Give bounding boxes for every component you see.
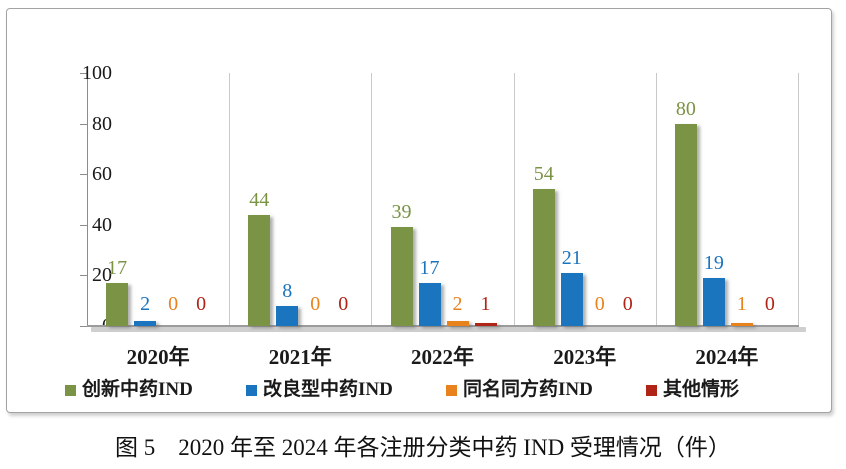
legend-label: 创新中药IND xyxy=(82,379,193,400)
y-axis-tick-label: 100 xyxy=(82,62,112,84)
bar-value-label: 80 xyxy=(675,97,696,120)
legend-label: 同名同方药IND xyxy=(462,379,593,400)
bar xyxy=(560,272,583,326)
y-axis-tick-mark xyxy=(80,224,87,226)
bar-value-label: 2 xyxy=(452,293,463,315)
bar-value-label: 0 xyxy=(764,293,775,315)
bar xyxy=(532,189,555,326)
category-gridline xyxy=(371,73,373,326)
y-axis-tick-mark xyxy=(80,275,87,277)
x-axis-category-label: 2022年 xyxy=(410,345,474,369)
bar xyxy=(248,214,271,326)
bar xyxy=(702,277,725,326)
baseline-shadow xyxy=(91,327,806,332)
bar xyxy=(134,320,157,326)
y-axis-tick-mark xyxy=(80,326,87,327)
x-axis-category-label: 2020年 xyxy=(126,345,190,369)
bar-value-label: 17 xyxy=(107,257,128,279)
legend-swatch xyxy=(245,384,257,396)
x-axis-category-label: 2023年 xyxy=(553,345,617,369)
bar-value-label: 1 xyxy=(736,293,747,315)
bar xyxy=(730,323,753,326)
bar-value-label: 0 xyxy=(622,293,633,315)
bar-value-label: 17 xyxy=(419,257,440,279)
bar xyxy=(276,305,299,326)
bar-value-label: 1 xyxy=(480,293,491,315)
bar-value-label: 8 xyxy=(282,279,293,302)
y-axis-tick-mark xyxy=(80,73,87,74)
bar-value-label: 39 xyxy=(391,201,412,224)
legend-swatch xyxy=(65,384,76,396)
legend-swatch xyxy=(445,384,457,396)
plot-area: 17 2 0 0 44 8 0 0 39 17 2 1 54 21 0 0 80 19 1 0 xyxy=(80,73,806,332)
category-gridline xyxy=(513,73,515,326)
y-axis-tick-label: 40 xyxy=(92,213,112,236)
chart-frame: 17 2 0 0 44 8 0 0 39 17 2 1 54 21 0 0 80 19 1 0 创新中药IND 改良型中… xyxy=(6,8,832,413)
y-axis-tick-mark xyxy=(80,174,87,176)
y-axis-tick-label: 20 xyxy=(92,264,112,287)
chart-caption: 图 5 2020 年至 2024 年各注册分类中药 IND 受理情况（件） xyxy=(115,435,731,460)
legend-label: 其他情形 xyxy=(662,379,739,400)
category-gridline xyxy=(798,73,799,326)
bar-value-label: 0 xyxy=(338,293,349,315)
bar xyxy=(674,123,697,326)
legend: 创新中药IND 改良型中药IND 同名同方药IND 其他情形 xyxy=(65,378,739,402)
bar-value-label: 0 xyxy=(196,293,207,315)
bar-value-label: 19 xyxy=(703,251,724,274)
bar xyxy=(418,283,441,326)
bar-value-label: 0 xyxy=(594,293,605,315)
legend-item: 其他情形 xyxy=(645,379,739,400)
legend-item: 创新中药IND xyxy=(65,380,193,400)
bar xyxy=(390,227,413,326)
legend-swatch xyxy=(645,384,657,396)
bar-value-label: 44 xyxy=(249,188,270,211)
bar xyxy=(474,323,497,326)
legend-item: 改良型中药IND xyxy=(245,379,393,400)
bar-value-label: 54 xyxy=(533,163,554,186)
y-axis-tick-label: 60 xyxy=(92,163,112,186)
y-axis-tick-label: 80 xyxy=(92,112,112,135)
y-axis-tick-mark xyxy=(80,123,87,125)
bar xyxy=(106,283,129,326)
category-gridline xyxy=(229,73,231,326)
x-axis-category-label: 2024年 xyxy=(695,345,759,369)
bar-value-label: 0 xyxy=(168,293,179,315)
category-gridline xyxy=(655,73,657,326)
bar-value-label: 21 xyxy=(561,246,582,269)
x-axis-category-label: 2021年 xyxy=(268,345,332,369)
bar-value-label: 0 xyxy=(310,293,321,315)
legend-item: 同名同方药IND xyxy=(445,379,593,400)
bar-value-label: 2 xyxy=(140,293,151,315)
x-axis-baseline xyxy=(87,325,799,327)
bar xyxy=(446,320,469,326)
legend-label: 改良型中药IND xyxy=(262,379,393,400)
